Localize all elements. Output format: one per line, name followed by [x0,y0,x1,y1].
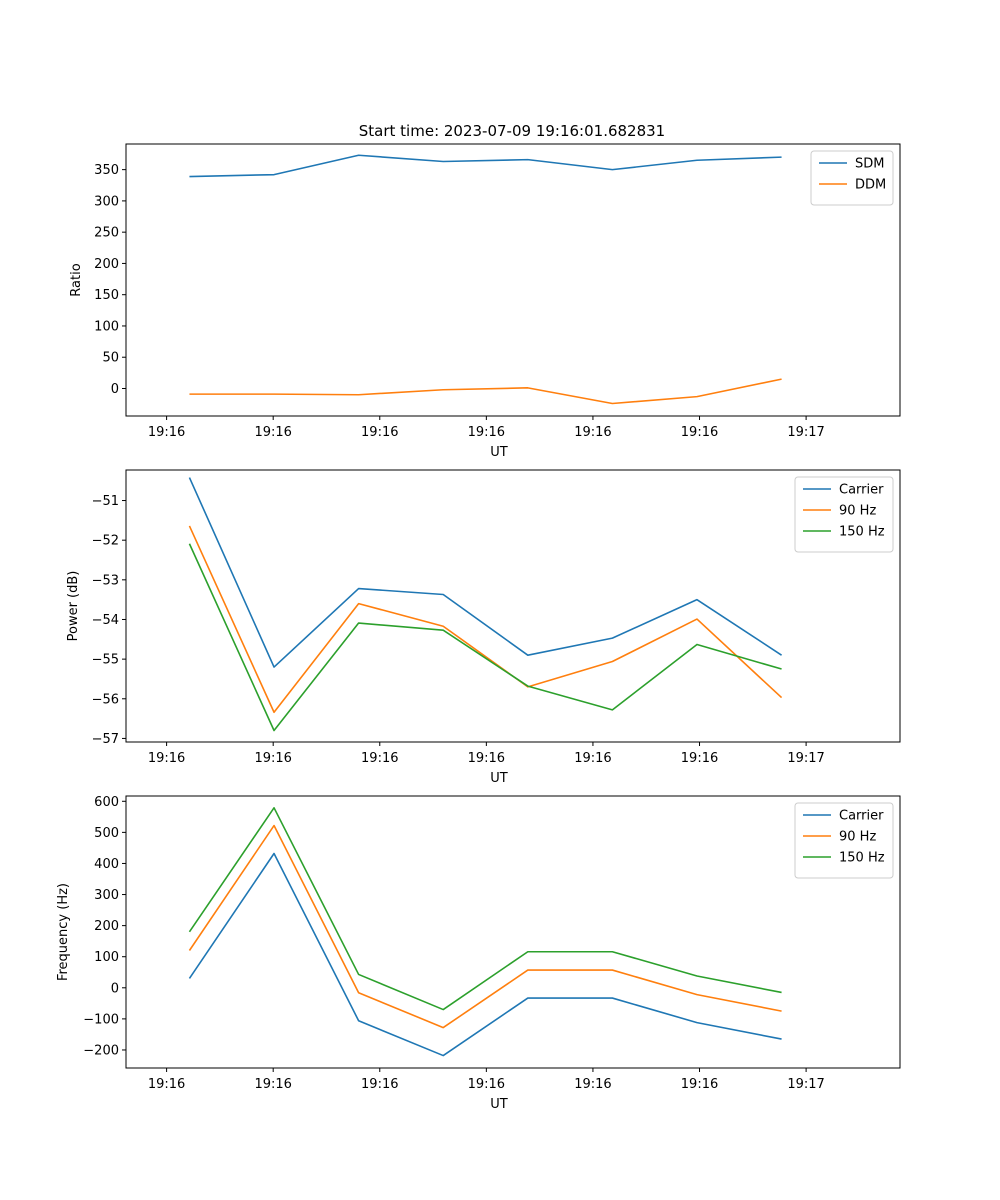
y-axis-label: Ratio [69,263,84,296]
y-tick-label: 350 [94,163,119,178]
y-tick-label: 200 [94,919,119,934]
series-line-ddm [189,378,782,405]
charts-container: 19:16 19:16 19:16 19:16 19:16 19:16 19:17 0 50 10… [56,143,901,1112]
y-tick-label: −57 [92,732,119,747]
legend-label: SDM [855,157,884,172]
legend: Carrier 90 Hz 150 Hz [794,476,894,553]
legend-label: 150 Hz [839,525,885,540]
series-line-90-hz [188,525,783,714]
legend-label: Carrier [839,809,884,824]
x-tick-label: 19:16 [681,751,718,766]
x-tick-label: 19:17 [787,425,824,440]
chart-panel-2: 19:16 19:16 19:16 19:16 19:16 19:16 19:17 −51 −5… [66,469,901,786]
series-line-90-hz [188,824,782,1029]
x-tick-label: 19:16 [254,1077,291,1092]
x-tick-label: 19:16 [574,425,611,440]
axes-frame [125,795,901,1069]
x-tick-label: 19:16 [361,751,398,766]
series-line-150-hz [188,807,782,1011]
y-tick-label: −200 [83,1043,119,1058]
y-tick-label: −55 [92,653,119,668]
x-tick-label: 19:16 [254,751,291,766]
chart-panel-1: 19:16 19:16 19:16 19:16 19:16 19:16 19:17 0 50 10… [69,143,901,460]
x-axis-label: UT [490,771,508,786]
x-tick-label: 19:16 [574,1077,611,1092]
y-tick-label: 100 [94,950,119,965]
x-tick-label: 19:16 [681,1077,718,1092]
legend-box [794,476,894,553]
series-line-sdm [189,154,782,178]
legend-label: DDM [855,178,886,193]
x-tick-label: 19:16 [468,1077,505,1092]
y-tick-label: 150 [94,288,119,303]
y-tick-label: −53 [92,573,119,588]
y-tick-label: −56 [92,692,119,707]
y-tick-label: 500 [94,826,119,841]
x-tick-label: 19:16 [361,425,398,440]
axes-frame [125,469,901,743]
y-tick-label: −51 [92,494,119,509]
series-line-carrier [188,852,782,1057]
x-tick-label: 19:16 [148,751,185,766]
legend-label: 90 Hz [839,504,876,519]
y-tick-label: 250 [94,226,119,241]
x-tick-label: 19:17 [787,1077,824,1092]
series-line-carrier [188,477,783,668]
x-tick-label: 19:16 [254,425,291,440]
x-tick-label: 19:16 [148,425,185,440]
x-tick-label: 19:16 [681,425,718,440]
y-tick-label: 300 [94,888,119,903]
figure-title: Start time: 2023-07-09 19:16:01.682831 [359,122,665,140]
series-line-150-hz [188,543,782,732]
x-tick-label: 19:17 [787,751,824,766]
y-tick-label: −54 [92,613,119,628]
legend-box [810,150,894,206]
y-tick-label: 0 [111,382,119,397]
legend-label: 150 Hz [839,851,885,866]
x-tick-label: 19:16 [361,1077,398,1092]
y-tick-label: 50 [102,351,119,366]
y-tick-label: −100 [83,1012,119,1027]
y-tick-label: 300 [94,194,119,209]
y-tick-label: 200 [94,257,119,272]
chart-panel-3: 19:16 19:16 19:16 19:16 19:16 19:16 19:17 600 50… [56,795,901,1112]
legend-label: 90 Hz [839,830,876,845]
y-tick-label: 0 [111,981,119,996]
legend: SDM DDM [810,150,894,206]
x-axis-label: UT [490,445,508,460]
x-axis-label: UT [490,1097,508,1112]
y-tick-label: 100 [94,319,119,334]
legend-box [794,802,894,879]
y-tick-label: 400 [94,857,119,872]
y-tick-label: 600 [94,795,119,810]
legend: Carrier 90 Hz 150 Hz [794,802,894,879]
x-tick-label: 19:16 [148,1077,185,1092]
x-tick-label: 19:16 [468,751,505,766]
legend-label: Carrier [839,483,884,498]
x-tick-label: 19:16 [468,425,505,440]
axes-frame [125,143,901,417]
y-tick-label: −52 [92,534,119,549]
x-tick-label: 19:16 [574,751,611,766]
y-axis-label: Frequency (Hz) [56,883,71,981]
y-axis-label: Power (dB) [66,571,81,642]
